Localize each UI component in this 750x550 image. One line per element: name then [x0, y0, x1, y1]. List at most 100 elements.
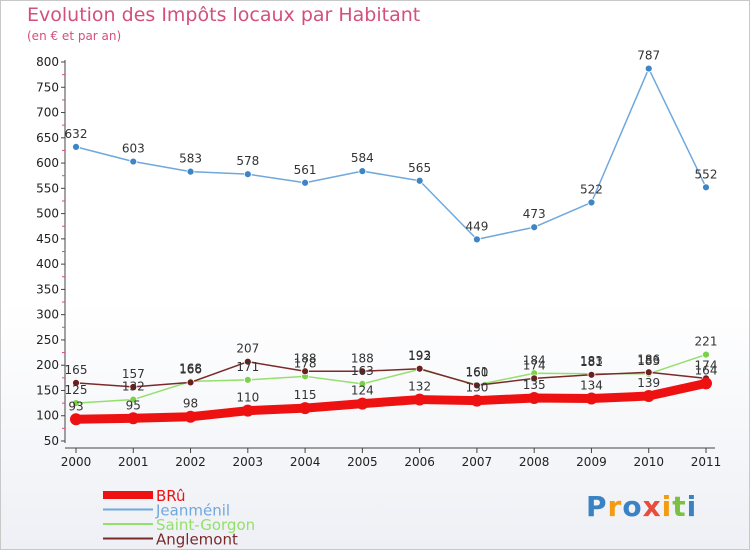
- data-label: 130: [465, 381, 488, 395]
- data-point: [702, 183, 710, 192]
- data-label: 125: [65, 383, 88, 397]
- legend-label: Saint-Gorgon: [156, 516, 255, 534]
- x-tick-label: 2001: [118, 455, 149, 469]
- data-label: 603: [122, 142, 145, 156]
- chart-subtitle: (en € et par an): [27, 29, 122, 43]
- data-point: [415, 364, 424, 373]
- data-point: [358, 379, 367, 388]
- data-point: [644, 368, 653, 377]
- x-tick-label: 2008: [519, 455, 550, 469]
- data-point: [186, 167, 195, 176]
- x-tick-label: 2006: [404, 455, 435, 469]
- data-label: 178: [294, 356, 317, 370]
- y-tick-label: 350: [36, 282, 59, 296]
- logo-letter: o: [622, 490, 643, 523]
- chart-title: Evolution des Impôts locaux par Habitant: [27, 4, 421, 26]
- data-label: 473: [523, 207, 546, 221]
- data-point: [129, 395, 138, 404]
- data-label: 110: [236, 391, 259, 405]
- data-label: 165: [65, 363, 88, 377]
- data-point: [241, 404, 254, 417]
- data-label: 193: [408, 349, 431, 363]
- proxiti-logo: Proxiti: [586, 490, 697, 523]
- data-point: [473, 235, 481, 244]
- series-layer: [70, 64, 712, 426]
- axes: 50 100 150 200 250 300 350 400 450 500 550 600 650 70…: [36, 55, 721, 469]
- logo-letter: t: [672, 490, 687, 523]
- data-label: 632: [65, 127, 88, 141]
- data-label: 161: [465, 365, 488, 379]
- series-line: [75, 360, 707, 388]
- data-label: 583: [179, 152, 202, 166]
- data-point: [587, 198, 596, 207]
- data-label: 181: [580, 355, 603, 369]
- data-point: [358, 367, 367, 376]
- data-point: [530, 223, 539, 232]
- data-point: [356, 397, 369, 410]
- legend-label: Anglemont: [156, 531, 238, 549]
- y-tick-label: 400: [36, 257, 59, 271]
- data-label: 115: [294, 388, 317, 402]
- data-point: [243, 357, 252, 366]
- data-label: 163: [351, 364, 374, 378]
- y-tick-label: 50: [44, 434, 59, 448]
- data-label: 183: [637, 354, 660, 368]
- data-point: [644, 64, 653, 73]
- data-label: 186: [637, 352, 660, 366]
- data-label: 192: [408, 349, 431, 363]
- data-point: [528, 392, 541, 405]
- data-point: [473, 381, 481, 390]
- legend-label: BRû: [156, 487, 186, 505]
- data-point: [358, 167, 367, 176]
- data-point: [299, 402, 312, 415]
- data-label: 183: [580, 354, 603, 368]
- y-tick-label: 150: [36, 383, 59, 397]
- data-label: 132: [408, 380, 431, 394]
- data-label: 166: [179, 362, 202, 376]
- y-tick-label: 450: [36, 232, 59, 246]
- series-line: [75, 67, 707, 241]
- data-label: 135: [523, 378, 546, 392]
- data-label: 565: [408, 161, 431, 175]
- series-line: [71, 378, 711, 424]
- logo-letter: P: [586, 490, 608, 523]
- data-label: 124: [351, 384, 374, 398]
- data-label: 449: [465, 219, 488, 233]
- x-tick-label: 2011: [691, 455, 722, 469]
- x-tick-label: 2003: [233, 455, 264, 469]
- data-point: [700, 377, 712, 390]
- y-tick-label: 600: [36, 156, 59, 170]
- logo-letter: x: [642, 490, 662, 523]
- data-point: [301, 367, 309, 376]
- data-point: [129, 383, 138, 391]
- y-tick-label: 300: [36, 308, 59, 322]
- data-label: 171: [236, 360, 259, 374]
- logo-letter: i: [661, 490, 673, 523]
- legend-label: Jeanménil: [155, 502, 230, 520]
- data-point: [587, 370, 596, 379]
- data-point: [530, 374, 539, 383]
- data-label: 184: [523, 353, 546, 367]
- data-point: [470, 394, 483, 407]
- data-label: 787: [637, 49, 660, 63]
- data-point: [243, 170, 252, 179]
- value-labels: 632 603 583 578 561 584 565 449 473 522 787 552 125 1…: [65, 49, 718, 414]
- x-tick-label: 2000: [61, 455, 92, 469]
- data-point: [72, 142, 80, 151]
- data-label: 188: [351, 351, 374, 365]
- data-label: 132: [122, 380, 145, 394]
- data-label: 584: [351, 151, 374, 165]
- data-point: [585, 392, 598, 405]
- data-label: 98: [183, 397, 198, 411]
- data-label: 522: [580, 182, 603, 196]
- data-label: 139: [637, 376, 660, 390]
- data-label: 221: [695, 335, 718, 349]
- data-point: [702, 350, 710, 359]
- data-point: [72, 399, 80, 408]
- x-tick-label: 2009: [576, 455, 607, 469]
- logo-letter: i: [686, 490, 698, 523]
- x-tick-label: 2002: [175, 455, 206, 469]
